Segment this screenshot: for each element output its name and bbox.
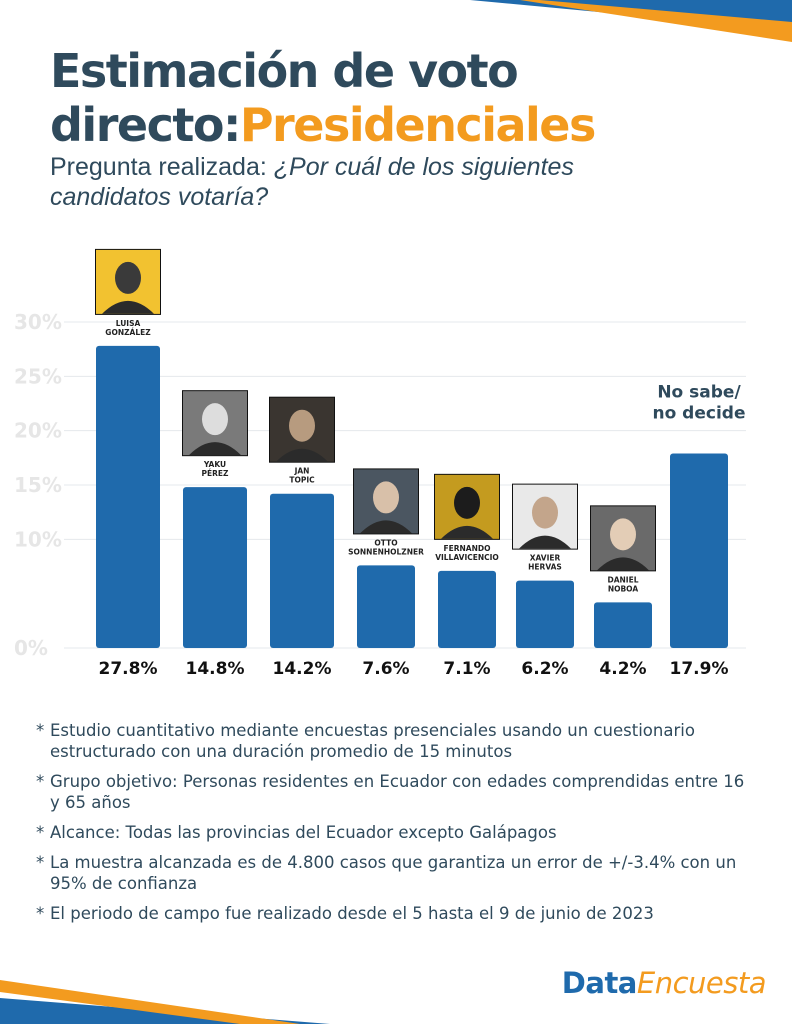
candidate-photo-body <box>189 442 241 456</box>
candidate-photo-face <box>610 518 636 551</box>
note-item: Grupo objetivo: Personas residentes en E… <box>36 771 756 813</box>
candidate-name-line-1: OTTO <box>374 538 397 547</box>
title-line-2-accent: Presidenciales <box>239 98 597 152</box>
candidate-name-line-1: DANIEL <box>608 575 639 584</box>
brand-part-2: Encuesta <box>636 966 767 1000</box>
bar <box>594 602 652 648</box>
candidate-photo-body <box>519 535 571 549</box>
value-label: 7.1% <box>443 659 490 679</box>
candidate-photo-body <box>441 525 493 539</box>
subtitle-label: Pregunta realizada: <box>50 153 267 181</box>
value-label: 14.2% <box>273 659 332 679</box>
top-right-stripe <box>470 0 792 42</box>
bar <box>438 570 496 648</box>
subtitle-question-1: ¿Por cuál de los siguientes <box>273 153 574 181</box>
value-label: 4.2% <box>599 659 646 679</box>
value-label: 17.9% <box>670 659 729 679</box>
candidate-photo-face <box>532 496 558 529</box>
candidate-name-line-2: VILLAVICENCIO <box>435 553 499 562</box>
title-line-1: Estimación de voto <box>50 44 519 98</box>
no-decide-label-line-1: No sabe/ <box>657 382 741 402</box>
candidate-name-line-2: PÉREZ <box>202 469 230 478</box>
note-item: Estudio cuantitativo mediante encuestas … <box>36 720 756 762</box>
candidate-photo-face <box>373 481 399 514</box>
y-tick-label: 0% <box>14 636 48 660</box>
candidate-photo-face <box>115 261 141 294</box>
value-label: 6.2% <box>521 659 568 679</box>
value-label: 27.8% <box>99 659 158 679</box>
bar <box>516 580 574 648</box>
note-item: La muestra alcanzada es de 4.800 casos q… <box>36 852 756 894</box>
no-decide-label-line-2: no decide <box>652 403 745 423</box>
candidate-name-line-2: HERVAS <box>528 563 562 572</box>
candidate-name-line-1: FERNANDO <box>444 544 491 553</box>
note-item: Alcance: Todas las provincias del Ecuado… <box>36 822 756 843</box>
candidate-photo-body <box>276 448 328 462</box>
bar <box>357 565 415 648</box>
y-tick-label: 30% <box>14 310 62 334</box>
value-label: 7.6% <box>362 659 409 679</box>
bottom-left-stripe <box>0 980 330 1024</box>
bar <box>670 453 728 648</box>
candidate-name-line-2: TOPIC <box>289 476 315 485</box>
y-tick-label: 10% <box>14 527 62 551</box>
candidate-photo-body <box>597 557 649 571</box>
candidate-name-line-1: LUISA <box>116 319 141 328</box>
candidate-photo-face <box>289 409 315 442</box>
brand-logo: DataEncuesta <box>561 966 767 1000</box>
candidate-name-line-1: XAVIER <box>530 554 561 563</box>
y-tick-label: 20% <box>14 419 62 443</box>
candidate-photo-face <box>202 403 228 436</box>
methodology-notes: Estudio cuantitativo mediante encuestas … <box>36 720 756 933</box>
brand-part-1: Data <box>561 966 638 1000</box>
note-item: El periodo de campo fue realizado desde … <box>36 903 756 924</box>
y-tick-label: 25% <box>14 364 62 388</box>
candidate-photo-body <box>360 520 412 534</box>
candidate-name-line-2: NOBOA <box>608 584 639 593</box>
candidate-name-line-1: YAKU <box>203 460 226 469</box>
candidate-name-line-2: SONNENHOLZNER <box>348 547 424 556</box>
bar <box>183 487 247 648</box>
y-tick-label: 15% <box>14 473 62 497</box>
candidate-photo-body <box>102 300 154 314</box>
candidate-photo-face <box>454 486 480 519</box>
value-label: 14.8% <box>186 659 245 679</box>
candidate-name-line-2: GONZÁLEZ <box>105 328 151 337</box>
bar <box>96 345 160 648</box>
subtitle: Pregunta realizada: ¿Por cuál de los sig… <box>50 152 574 212</box>
subtitle-question-2: candidatos votaría? <box>50 183 269 211</box>
title-line-2-prefix: directo: <box>50 98 241 152</box>
candidate-name-line-1: JAN <box>294 467 310 476</box>
bar <box>270 493 334 648</box>
page-title: Estimación de voto directo:Presidenciale… <box>50 44 597 152</box>
